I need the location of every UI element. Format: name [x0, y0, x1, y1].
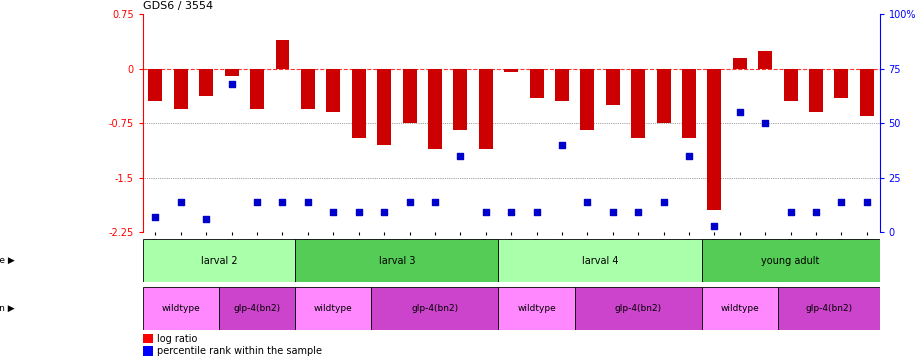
Text: wildtype: wildtype	[720, 304, 759, 313]
Point	[605, 210, 620, 215]
Bar	[275, 40, 289, 69]
Bar	[575, 287, 702, 330]
Bar	[606, 69, 620, 105]
Text: glp-4(bn2): glp-4(bn2)	[805, 304, 852, 313]
Bar	[148, 69, 162, 101]
Point	[453, 153, 468, 159]
Point	[809, 210, 823, 215]
Bar	[453, 69, 467, 130]
Bar	[530, 69, 543, 98]
Bar	[371, 287, 498, 330]
Point	[707, 223, 722, 228]
Bar	[498, 287, 575, 330]
Point	[859, 199, 874, 205]
Bar	[498, 239, 702, 282]
Text: wildtype: wildtype	[314, 304, 353, 313]
Text: larval 4: larval 4	[582, 256, 618, 266]
Bar	[296, 239, 498, 282]
Point	[530, 210, 544, 215]
Text: wildtype: wildtype	[518, 304, 556, 313]
Text: larval 3: larval 3	[379, 256, 415, 266]
Point	[173, 199, 188, 205]
Bar	[428, 69, 442, 149]
Point	[783, 210, 798, 215]
Text: wildtype: wildtype	[161, 304, 200, 313]
Text: glp-4(bn2): glp-4(bn2)	[234, 304, 281, 313]
Bar	[784, 69, 798, 101]
Bar	[580, 69, 594, 130]
Text: GDS6 / 3554: GDS6 / 3554	[143, 1, 213, 11]
Point	[732, 109, 747, 115]
Bar	[377, 69, 391, 145]
Point	[199, 216, 214, 222]
Bar	[251, 69, 264, 109]
Bar	[758, 51, 772, 69]
Bar	[834, 69, 848, 98]
Point	[377, 210, 391, 215]
Point	[275, 199, 290, 205]
Bar	[219, 287, 296, 330]
Bar	[702, 287, 778, 330]
Text: larval 2: larval 2	[201, 256, 238, 266]
Point	[504, 210, 519, 215]
Text: glp-4(bn2): glp-4(bn2)	[412, 304, 459, 313]
Bar	[296, 287, 371, 330]
Point	[326, 210, 341, 215]
Point	[631, 210, 646, 215]
Bar	[199, 69, 214, 96]
Point	[225, 81, 239, 87]
Bar	[860, 69, 874, 116]
Bar	[301, 69, 315, 109]
Bar	[555, 69, 569, 101]
Bar	[702, 239, 880, 282]
Bar	[707, 69, 721, 210]
Bar	[352, 69, 366, 138]
Point	[478, 210, 493, 215]
Text: development stage ▶: development stage ▶	[0, 256, 15, 265]
Bar	[682, 69, 696, 138]
Point	[402, 199, 417, 205]
Text: percentile rank within the sample: percentile rank within the sample	[157, 346, 322, 356]
Bar	[631, 69, 646, 138]
Bar	[143, 239, 296, 282]
Text: strain ▶: strain ▶	[0, 304, 15, 313]
Bar	[809, 69, 823, 112]
Point	[351, 210, 366, 215]
Point	[580, 199, 595, 205]
Bar	[479, 69, 493, 149]
Point	[554, 142, 569, 148]
Point	[657, 199, 671, 205]
Text: young adult: young adult	[762, 256, 820, 266]
Bar	[174, 69, 188, 109]
Bar	[733, 58, 747, 69]
Bar	[143, 334, 153, 343]
Bar	[225, 69, 239, 76]
Bar	[778, 287, 880, 330]
Point	[300, 199, 315, 205]
Bar	[504, 69, 519, 72]
Bar	[326, 69, 340, 112]
Point	[148, 214, 163, 220]
Bar	[143, 346, 153, 356]
Point	[834, 199, 849, 205]
Point	[427, 199, 442, 205]
Bar	[402, 69, 416, 123]
Text: log ratio: log ratio	[157, 333, 198, 343]
Bar	[143, 287, 219, 330]
Text: glp-4(bn2): glp-4(bn2)	[614, 304, 662, 313]
Point	[758, 120, 773, 126]
Bar	[657, 69, 670, 123]
Point	[682, 153, 696, 159]
Point	[250, 199, 264, 205]
